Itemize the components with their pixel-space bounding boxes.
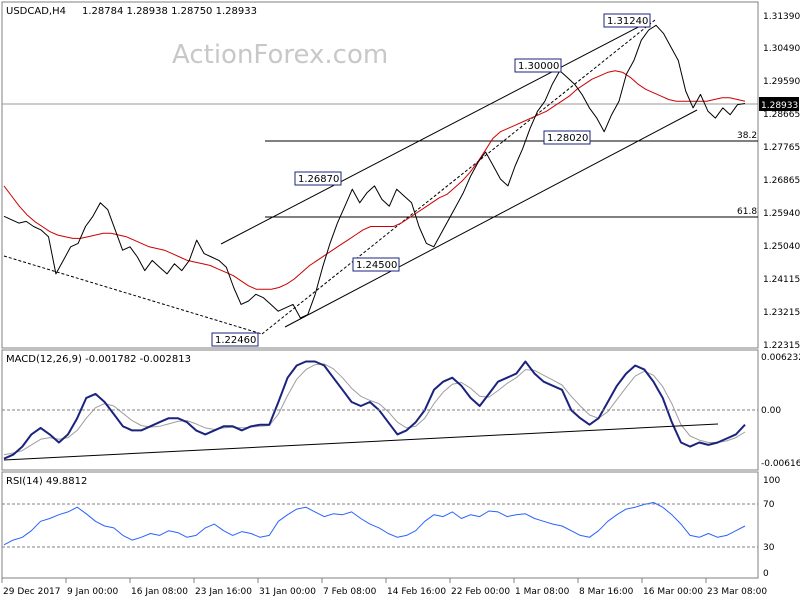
price-label-high-1: 1.26870 xyxy=(294,171,342,186)
price-label-high-2: 1.30000 xyxy=(514,58,562,73)
price-label-high-3: 1.31240 xyxy=(603,13,651,28)
x-tick-label: 8 Mar 16:00 xyxy=(579,587,634,597)
x-tick-label: 23 Jan 16:00 xyxy=(195,587,252,597)
macd-tick-top: 0.006232 xyxy=(761,353,800,363)
x-tick-label: 31 Jan 00:00 xyxy=(259,587,316,597)
macd-tick-zero: 0.00 xyxy=(761,406,781,416)
price-tick-label: 1.28665 xyxy=(763,110,800,120)
price-label-low-2-box xyxy=(352,257,400,272)
rsi-layer xyxy=(3,502,746,546)
current-price-tag: 1.28933 xyxy=(761,101,798,111)
moving-average-line xyxy=(3,70,746,290)
x-tick-label: 29 Dec 2017 xyxy=(3,587,61,597)
price-label-low-3-box xyxy=(543,130,591,145)
fib-38-label: 38.2 xyxy=(737,131,757,141)
rsi-line xyxy=(3,502,746,546)
price-tick-label: 1.30490 xyxy=(763,44,800,54)
x-tick-label: 7 Feb 08:00 xyxy=(323,587,377,597)
price-label-low-box xyxy=(211,332,259,347)
rsi-tick-0: 0 xyxy=(763,569,769,579)
x-tick-label: 23 Mar 08:00 xyxy=(707,587,767,597)
price-label-low: 1.22460 xyxy=(211,332,259,347)
price-tick-label: 1.31390 xyxy=(763,12,800,22)
fib-61-label: 61.8 xyxy=(737,207,757,217)
price-label-high-1-box xyxy=(294,171,342,186)
price-label-high-2-text: 1.30000 xyxy=(518,61,559,72)
watermark: ActionForex.com xyxy=(172,40,388,70)
price-tick-label: 1.29590 xyxy=(763,77,800,87)
macd-trendline xyxy=(3,423,719,461)
rsi-tick-30: 30 xyxy=(763,543,775,553)
price-line xyxy=(3,24,746,319)
macd-layer xyxy=(3,360,746,460)
macd-line xyxy=(3,360,746,460)
price-panel-frame xyxy=(1,1,759,349)
price-tick-label: 1.25940 xyxy=(763,209,800,219)
price-label-high-3-box xyxy=(603,13,651,28)
price-tick-label: 1.22315 xyxy=(763,341,800,351)
x-tick-label: 9 Jan 00:00 xyxy=(67,587,119,597)
channel-upper xyxy=(220,21,649,245)
rsi-tick-100: 100 xyxy=(763,476,780,486)
macd-signal-line xyxy=(3,363,746,456)
price-label-low-2-text: 1.24500 xyxy=(356,260,397,271)
price-label-low-text: 1.22460 xyxy=(215,335,256,346)
macd-tick-bottom: -0.006163 xyxy=(761,459,800,469)
x-tick-label: 22 Feb 00:00 xyxy=(451,587,510,597)
x-axis: 29 Dec 2017 9 Jan 00:00 16 Jan 08:00 23 Jan… xyxy=(1,578,767,597)
price-label-low-3: 1.28020 xyxy=(543,130,591,145)
rsi-title: RSI(14) 49.8812 xyxy=(6,476,87,487)
price-tick-label: 1.24115 xyxy=(763,275,800,285)
price-label-high-2-box xyxy=(514,58,562,73)
rsi-tick-70: 70 xyxy=(763,500,775,510)
macd-zero-tag-box xyxy=(759,404,799,416)
rsi-panel-frame xyxy=(1,471,759,579)
price-tick-label: 1.23215 xyxy=(763,308,800,318)
price-label-low-2: 1.24500 xyxy=(352,257,400,272)
current-price-tag-box xyxy=(759,97,799,111)
macd-title: MACD(12,26,9) -0.001782 -0.002813 xyxy=(6,354,191,365)
price-tick-label: 1.25040 xyxy=(763,242,800,252)
symbol-label: USDCAD,H4 xyxy=(6,6,66,17)
price-tick-label: 1.26865 xyxy=(763,176,800,186)
price-label-low-3-text: 1.28020 xyxy=(547,133,588,144)
ohlc-values: 1.28784 1.28938 1.28750 1.28933 xyxy=(82,6,257,17)
x-tick-label: 14 Feb 16:00 xyxy=(387,587,446,597)
x-tick-label: 1 Mar 08:00 xyxy=(515,587,570,597)
price-tick-label: 1.27765 xyxy=(763,143,800,153)
channel-lower xyxy=(284,109,698,328)
price-axis: 1.31390 1.30490 1.29590 1.28665 1.27765 1.268… xyxy=(763,12,800,351)
price-label-high-3-text: 1.31240 xyxy=(607,16,648,27)
price-layer xyxy=(3,24,746,319)
price-label-high-1-text: 1.26870 xyxy=(298,174,339,185)
ascending-dashed-trend xyxy=(261,19,656,335)
x-tick-label: 16 Jan 08:00 xyxy=(131,587,188,597)
x-tick-label: 16 Mar 00:00 xyxy=(643,587,703,597)
